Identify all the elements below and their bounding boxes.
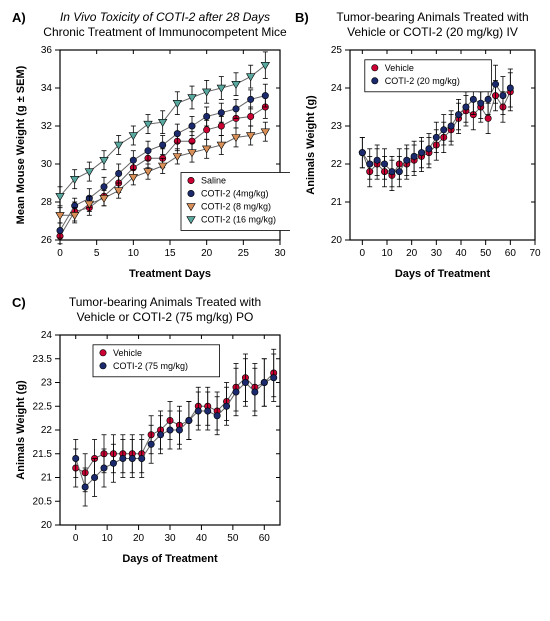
svg-text:Days of Treatment: Days of Treatment [122, 553, 218, 565]
svg-text:Animals Weight (g): Animals Weight (g) [305, 95, 317, 195]
svg-text:Animals Weight (g): Animals Weight (g) [15, 380, 27, 480]
svg-text:60: 60 [259, 533, 271, 544]
svg-text:10: 10 [128, 248, 140, 259]
svg-text:COTI-2 (8 mg/kg): COTI-2 (8 mg/kg) [201, 202, 271, 212]
chart-a: 0 5 10 15 20 25 30 26 28 30 32 34 36 Treatment Days Me… [10, 40, 290, 285]
bottom-row: C) Tumor-bearing Animals Treated with Ve… [10, 295, 540, 570]
svg-text:Saline: Saline [201, 176, 226, 186]
svg-text:22: 22 [331, 159, 343, 170]
title-line: Chronic Treatment of Immunocompetent Mic… [43, 25, 286, 39]
title-line: Vehicle or COTI-2 (20 mg/kg) IV [347, 25, 518, 39]
svg-text:40: 40 [455, 248, 467, 259]
svg-text:10: 10 [102, 533, 114, 544]
svg-text:24: 24 [41, 330, 53, 341]
svg-text:30: 30 [164, 533, 176, 544]
svg-text:22: 22 [41, 425, 53, 436]
chart-b: 0 10 20 30 40 50 60 70 20 21 22 23 24 25 Days of Treat… [300, 40, 545, 285]
svg-text:5: 5 [94, 248, 100, 259]
title-line: Tumor-bearing Animals Treated with [69, 295, 261, 309]
svg-text:50: 50 [480, 248, 492, 259]
svg-text:21: 21 [41, 473, 53, 484]
svg-text:Days of Treatment: Days of Treatment [395, 268, 491, 280]
svg-text:COTI-2 (16 mg/kg): COTI-2 (16 mg/kg) [201, 215, 276, 225]
svg-text:COTI-2 (4mg/kg): COTI-2 (4mg/kg) [201, 189, 269, 199]
svg-text:20: 20 [201, 248, 213, 259]
svg-text:25: 25 [238, 248, 250, 259]
panel-b: B) Tumor-bearing Animals Treated with Ve… [300, 10, 545, 285]
svg-text:Vehicle: Vehicle [113, 348, 142, 358]
svg-text:0: 0 [73, 533, 79, 544]
svg-text:23: 23 [41, 378, 53, 389]
svg-text:Vehicle: Vehicle [385, 63, 414, 73]
svg-text:70: 70 [529, 248, 541, 259]
svg-text:COTI-2 (75 mg/kg): COTI-2 (75 mg/kg) [113, 361, 188, 371]
panel-c-title: Tumor-bearing Animals Treated with Vehic… [40, 295, 290, 325]
panel-a-label: A) [12, 10, 26, 25]
svg-text:21: 21 [331, 197, 343, 208]
svg-text:50: 50 [227, 533, 239, 544]
svg-text:0: 0 [57, 248, 63, 259]
top-row: A) In Vivo Toxicity of COTI-2 after 28 D… [10, 10, 540, 285]
panel-c-label: C) [12, 295, 26, 310]
svg-text:23: 23 [331, 121, 343, 132]
svg-text:Treatment Days: Treatment Days [129, 268, 211, 280]
panel-a-title: In Vivo Toxicity of COTI-2 after 28 Days… [40, 10, 290, 40]
svg-text:20.5: 20.5 [33, 496, 53, 507]
svg-text:20: 20 [331, 235, 343, 246]
svg-text:36: 36 [41, 45, 53, 56]
svg-text:20: 20 [133, 533, 145, 544]
chart-c: 0 10 20 30 40 50 60 20 20.5 21 21.5 22 22.5 23 23.5 24 D… [10, 325, 290, 570]
svg-text:21.5: 21.5 [33, 449, 53, 460]
svg-text:28: 28 [41, 197, 53, 208]
svg-text:40: 40 [196, 533, 208, 544]
svg-text:32: 32 [41, 121, 53, 132]
svg-text:34: 34 [41, 83, 53, 94]
panel-a: A) In Vivo Toxicity of COTI-2 after 28 D… [10, 10, 290, 285]
svg-text:23.5: 23.5 [33, 354, 53, 365]
svg-text:30: 30 [431, 248, 443, 259]
svg-text:10: 10 [381, 248, 393, 259]
svg-text:20: 20 [41, 520, 53, 531]
title-line: Tumor-bearing Animals Treated with [336, 10, 528, 24]
panel-b-title: Tumor-bearing Animals Treated with Vehic… [320, 10, 545, 40]
svg-text:COTI-2 (20 mg/kg): COTI-2 (20 mg/kg) [385, 76, 460, 86]
svg-text:15: 15 [164, 248, 176, 259]
panel-c: C) Tumor-bearing Animals Treated with Ve… [10, 295, 290, 570]
title-line: In Vivo Toxicity of COTI-2 after 28 Days [60, 10, 270, 24]
svg-text:25: 25 [331, 45, 343, 56]
svg-text:60: 60 [505, 248, 517, 259]
svg-text:24: 24 [331, 83, 343, 94]
svg-text:22.5: 22.5 [33, 401, 53, 412]
panel-b-label: B) [295, 10, 309, 25]
svg-text:30: 30 [274, 248, 286, 259]
svg-text:Mean Mouse Weight (g ± SEM): Mean Mouse Weight (g ± SEM) [15, 65, 27, 224]
svg-text:30: 30 [41, 159, 53, 170]
svg-text:26: 26 [41, 235, 53, 246]
svg-text:0: 0 [360, 248, 366, 259]
svg-text:20: 20 [406, 248, 418, 259]
title-line: Vehicle or COTI-2 (75 mg/kg) PO [77, 310, 254, 324]
